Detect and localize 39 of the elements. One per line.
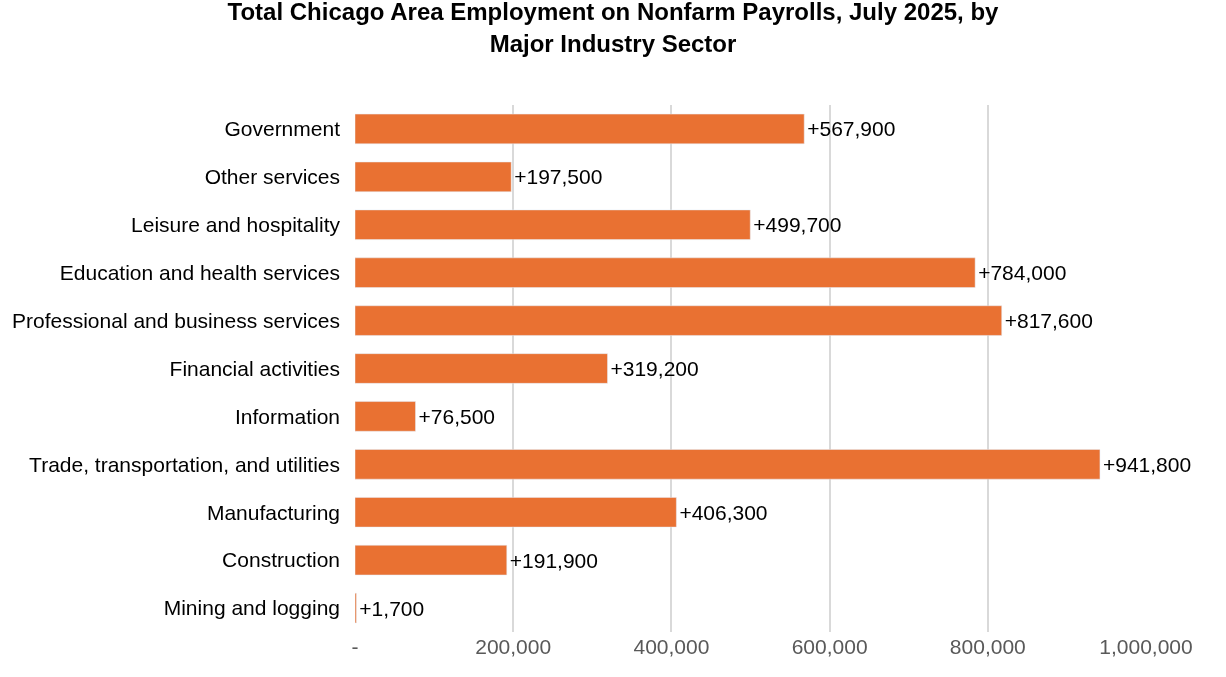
bar xyxy=(355,353,608,384)
y-tick-label: Mining and logging xyxy=(163,596,340,620)
bar xyxy=(355,209,751,240)
data-label: +197,500 xyxy=(514,165,603,189)
x-tick-label: 1,000,000 xyxy=(1099,635,1193,658)
x-tick-label: 600,000 xyxy=(791,635,868,658)
data-label: +567,900 xyxy=(807,117,896,141)
bar xyxy=(355,113,805,145)
bar xyxy=(355,401,416,432)
x-tick-label: 400,000 xyxy=(633,635,710,658)
y-tick-label: Information xyxy=(234,404,340,428)
x-tick-label: - xyxy=(351,635,359,658)
bar xyxy=(355,257,976,288)
y-tick-label: Trade, transportation, and utilities xyxy=(29,452,340,476)
data-label: +406,300 xyxy=(679,500,768,524)
bar xyxy=(355,545,508,576)
y-tick-label: Professional and business services xyxy=(11,308,340,332)
data-label: +191,900 xyxy=(509,548,598,572)
y-tick-label: Leisure and hospitality xyxy=(131,213,341,237)
bar xyxy=(355,497,677,528)
data-label: +817,600 xyxy=(1004,309,1093,333)
data-label: +1,700 xyxy=(359,596,425,620)
y-tick-label: Construction xyxy=(222,548,340,572)
x-tick-label: 800,000 xyxy=(949,635,1026,658)
data-label: +784,000 xyxy=(978,261,1067,285)
x-tick-label: 200,000 xyxy=(475,635,552,658)
y-tick-label: Education and health services xyxy=(59,261,340,285)
bar xyxy=(355,305,1002,336)
bar xyxy=(355,161,512,192)
chart-title: Total Chicago Area Employment on Nonfarm Payrolls, July 2025, by Major Industry Sector xyxy=(227,0,1000,57)
data-label: +941,800 xyxy=(1102,452,1192,476)
y-tick-label: Financial activities xyxy=(169,356,340,380)
data-label: +319,200 xyxy=(610,357,699,380)
y-tick-label: Manufacturing xyxy=(206,500,340,524)
bar xyxy=(355,449,1101,480)
data-label: +76,500 xyxy=(418,404,496,428)
y-tick-label: Other services xyxy=(204,165,340,189)
data-label: +499,700 xyxy=(753,213,842,237)
y-tick-label: Government xyxy=(224,117,341,141)
